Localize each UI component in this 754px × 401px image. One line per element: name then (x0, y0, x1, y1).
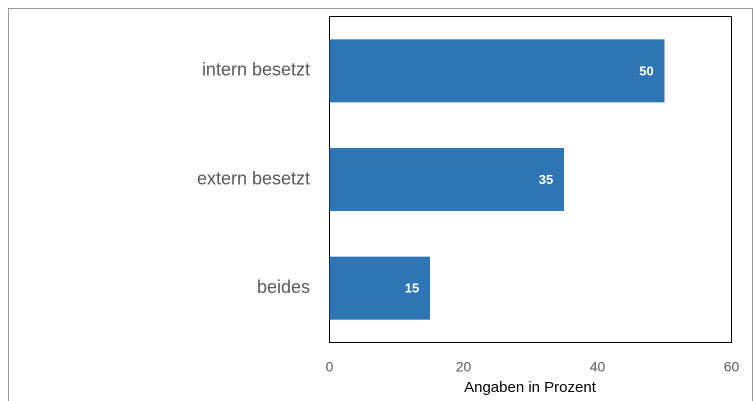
x-tick-label: 60 (724, 359, 740, 375)
bar (329, 256, 430, 320)
x-tick-label: 0 (326, 359, 334, 375)
bar (329, 147, 564, 212)
data-label: 50 (639, 63, 653, 78)
data-label: 15 (405, 281, 419, 296)
y-tick-label: beides (257, 277, 310, 297)
y-tick-label: intern besetzt (202, 60, 310, 80)
data-label: 35 (539, 172, 553, 187)
x-tick-label: 20 (456, 359, 472, 375)
y-tick-label: extern besetzt (197, 168, 310, 188)
bar (329, 39, 665, 103)
chart-border (8, 8, 753, 401)
x-axis-label: Angaben in Prozent (464, 379, 597, 396)
x-tick-label: 40 (590, 359, 606, 375)
